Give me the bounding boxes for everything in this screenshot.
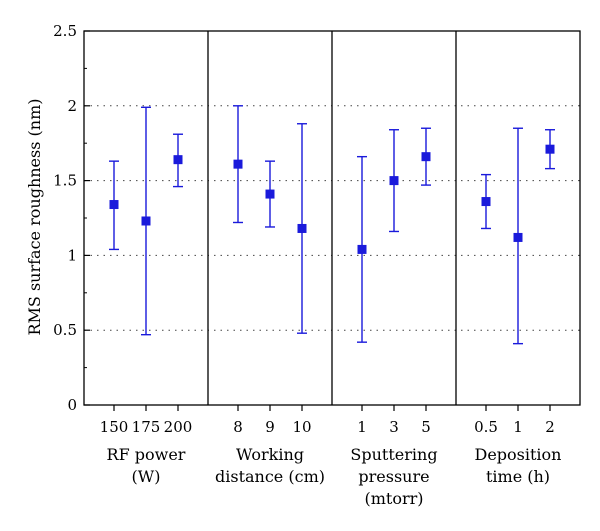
x-tick-label: 5 [421, 418, 431, 436]
data-point [265, 189, 275, 199]
group-label: Deposition time (h) [475, 445, 562, 486]
y-axis: 0 0.5 1 1.5 2 2.5 [53, 22, 90, 414]
y-tick-label: 2 [67, 97, 77, 115]
group-label-line: Deposition [475, 445, 562, 464]
data-point [233, 159, 243, 169]
x-tick-label: 175 [132, 418, 161, 436]
x-tick-label: 200 [164, 418, 193, 436]
data-layer [109, 105, 555, 345]
data-point [545, 144, 555, 154]
group-label-line: pressure [358, 467, 429, 486]
data-point [173, 155, 183, 165]
y-tick-label: 0.5 [53, 321, 77, 339]
y-tick-label: 1 [67, 246, 77, 264]
plot-frame [83, 30, 581, 406]
x-tick-label: 2 [545, 418, 555, 436]
x-tick-label: 1 [513, 418, 523, 436]
data-point [481, 197, 491, 207]
x-tick-label: 3 [389, 418, 399, 436]
group-label-line: Sputtering [350, 445, 437, 464]
group-label-line: Working [236, 445, 304, 464]
y-axis-title: RMS surface roughness (nm) [25, 99, 44, 336]
group-label-line: (W) [132, 467, 161, 486]
data-point [141, 216, 151, 226]
data-point [513, 232, 523, 242]
group-label: RF power (W) [107, 445, 186, 486]
x-tick-label: 9 [265, 418, 275, 436]
x-axis: 150 175 200 RF power (W) 8 9 10 Working distance … [100, 405, 562, 508]
x-tick-label: 0.5 [474, 418, 498, 436]
group-label: Sputtering pressure (mtorr) [350, 445, 437, 508]
y-tick-label: 1.5 [53, 172, 77, 190]
x-tick-label: 10 [292, 418, 311, 436]
data-point [109, 200, 119, 210]
x-tick-label: 150 [100, 418, 129, 436]
group-label-line: distance (cm) [215, 467, 325, 486]
group-label-line: RF power [107, 445, 186, 464]
group-label-line: time (h) [486, 467, 550, 486]
data-point [297, 223, 307, 233]
data-point [389, 176, 399, 186]
y-tick-label: 2.5 [53, 22, 77, 40]
data-point [421, 152, 431, 162]
x-tick-label: 8 [233, 418, 243, 436]
data-point [357, 244, 367, 254]
group-label-line: (mtorr) [364, 489, 423, 508]
group-label: Working distance (cm) [215, 445, 325, 486]
x-tick-label: 1 [357, 418, 367, 436]
y-tick-label: 0 [67, 396, 77, 414]
